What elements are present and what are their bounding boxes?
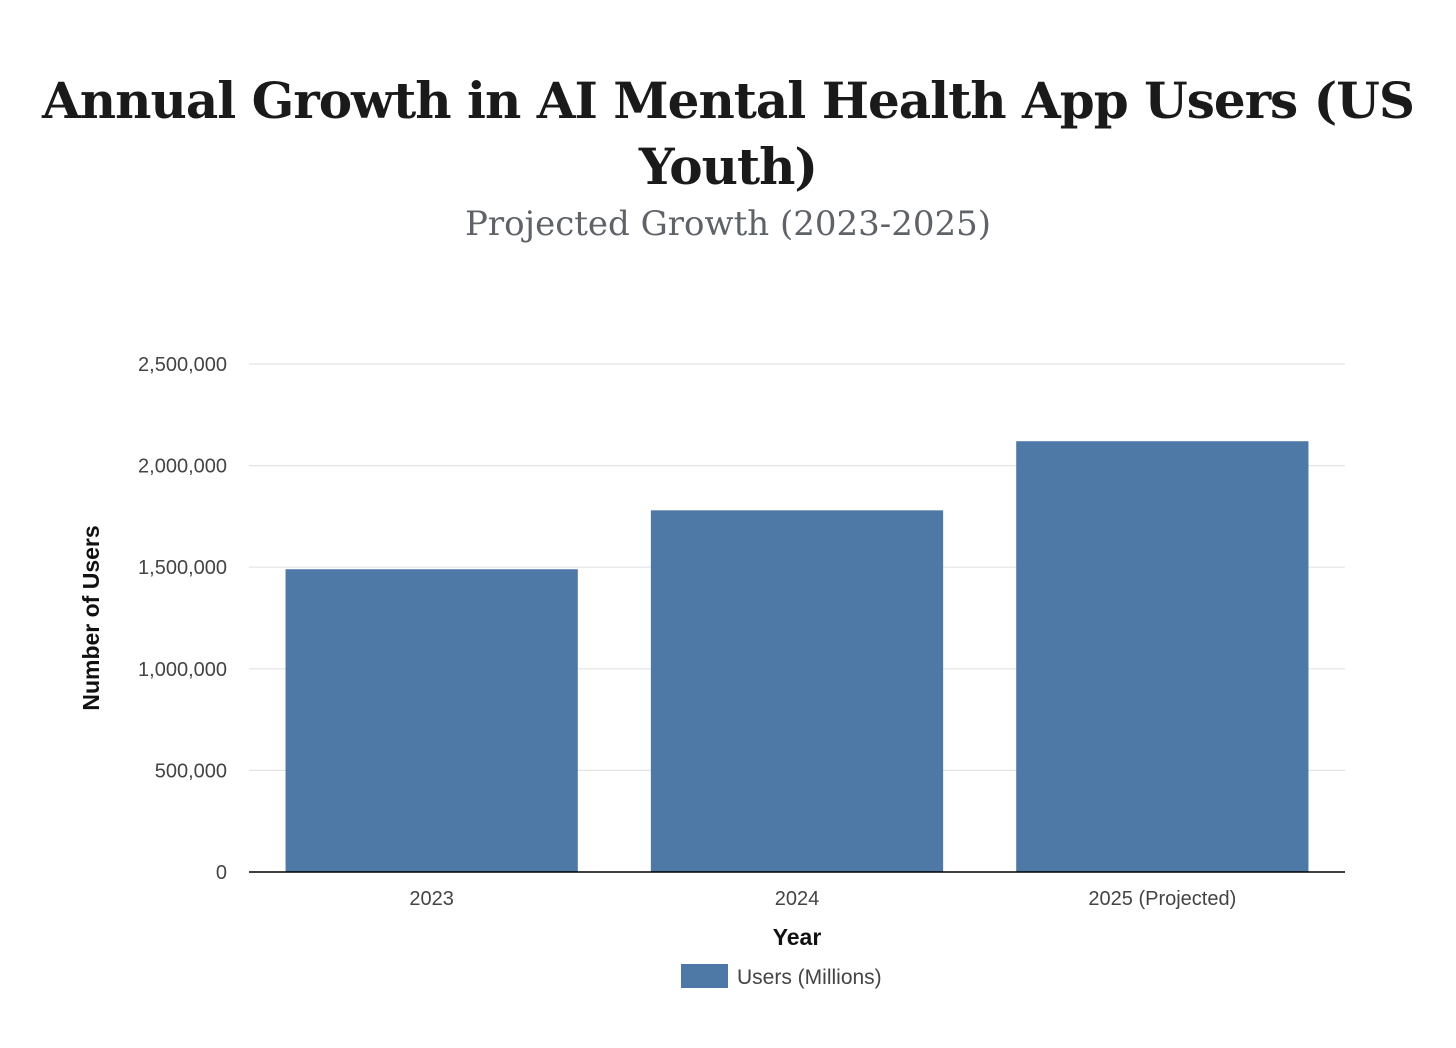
y-tick-label: 0 — [216, 862, 227, 884]
chart-title-line-1: Annual Growth in AI Mental Health App Us… — [42, 71, 1415, 130]
x-axis-title: Year — [773, 924, 822, 950]
y-tick-label: 2,000,000 — [138, 456, 227, 478]
legend-swatch — [681, 964, 728, 988]
bars — [285, 441, 1309, 872]
chart-title-line-2: Youth) — [638, 137, 818, 196]
chart-title: Annual Growth in AI Mental Health App Us… — [0, 68, 1456, 200]
y-tick-label: 500,000 — [155, 760, 227, 782]
y-tick-label: 2,500,000 — [138, 354, 227, 376]
x-tick-label: 2025 (Projected) — [1088, 888, 1236, 910]
bar — [650, 510, 944, 872]
y-tick-label: 1,000,000 — [138, 659, 227, 681]
y-tick-label: 1,500,000 — [138, 557, 227, 579]
x-tick-label: 2024 — [775, 888, 820, 910]
x-axis-ticks: 2023 2024 2025 (Projected) — [409, 888, 1236, 910]
y-axis-title: Number of Users — [78, 525, 104, 710]
chart-subtitle: Projected Growth (2023-2025) — [464, 204, 992, 244]
legend: Users (Millions) — [681, 964, 882, 989]
legend-label: Users (Millions) — [737, 966, 882, 989]
x-tick-label: 2023 — [409, 888, 454, 910]
y-axis-ticks: 0 500,000 1,000,000 1,500,000 2,000,000 2,500… — [138, 354, 227, 884]
bar — [1016, 441, 1309, 872]
bar — [285, 569, 578, 872]
